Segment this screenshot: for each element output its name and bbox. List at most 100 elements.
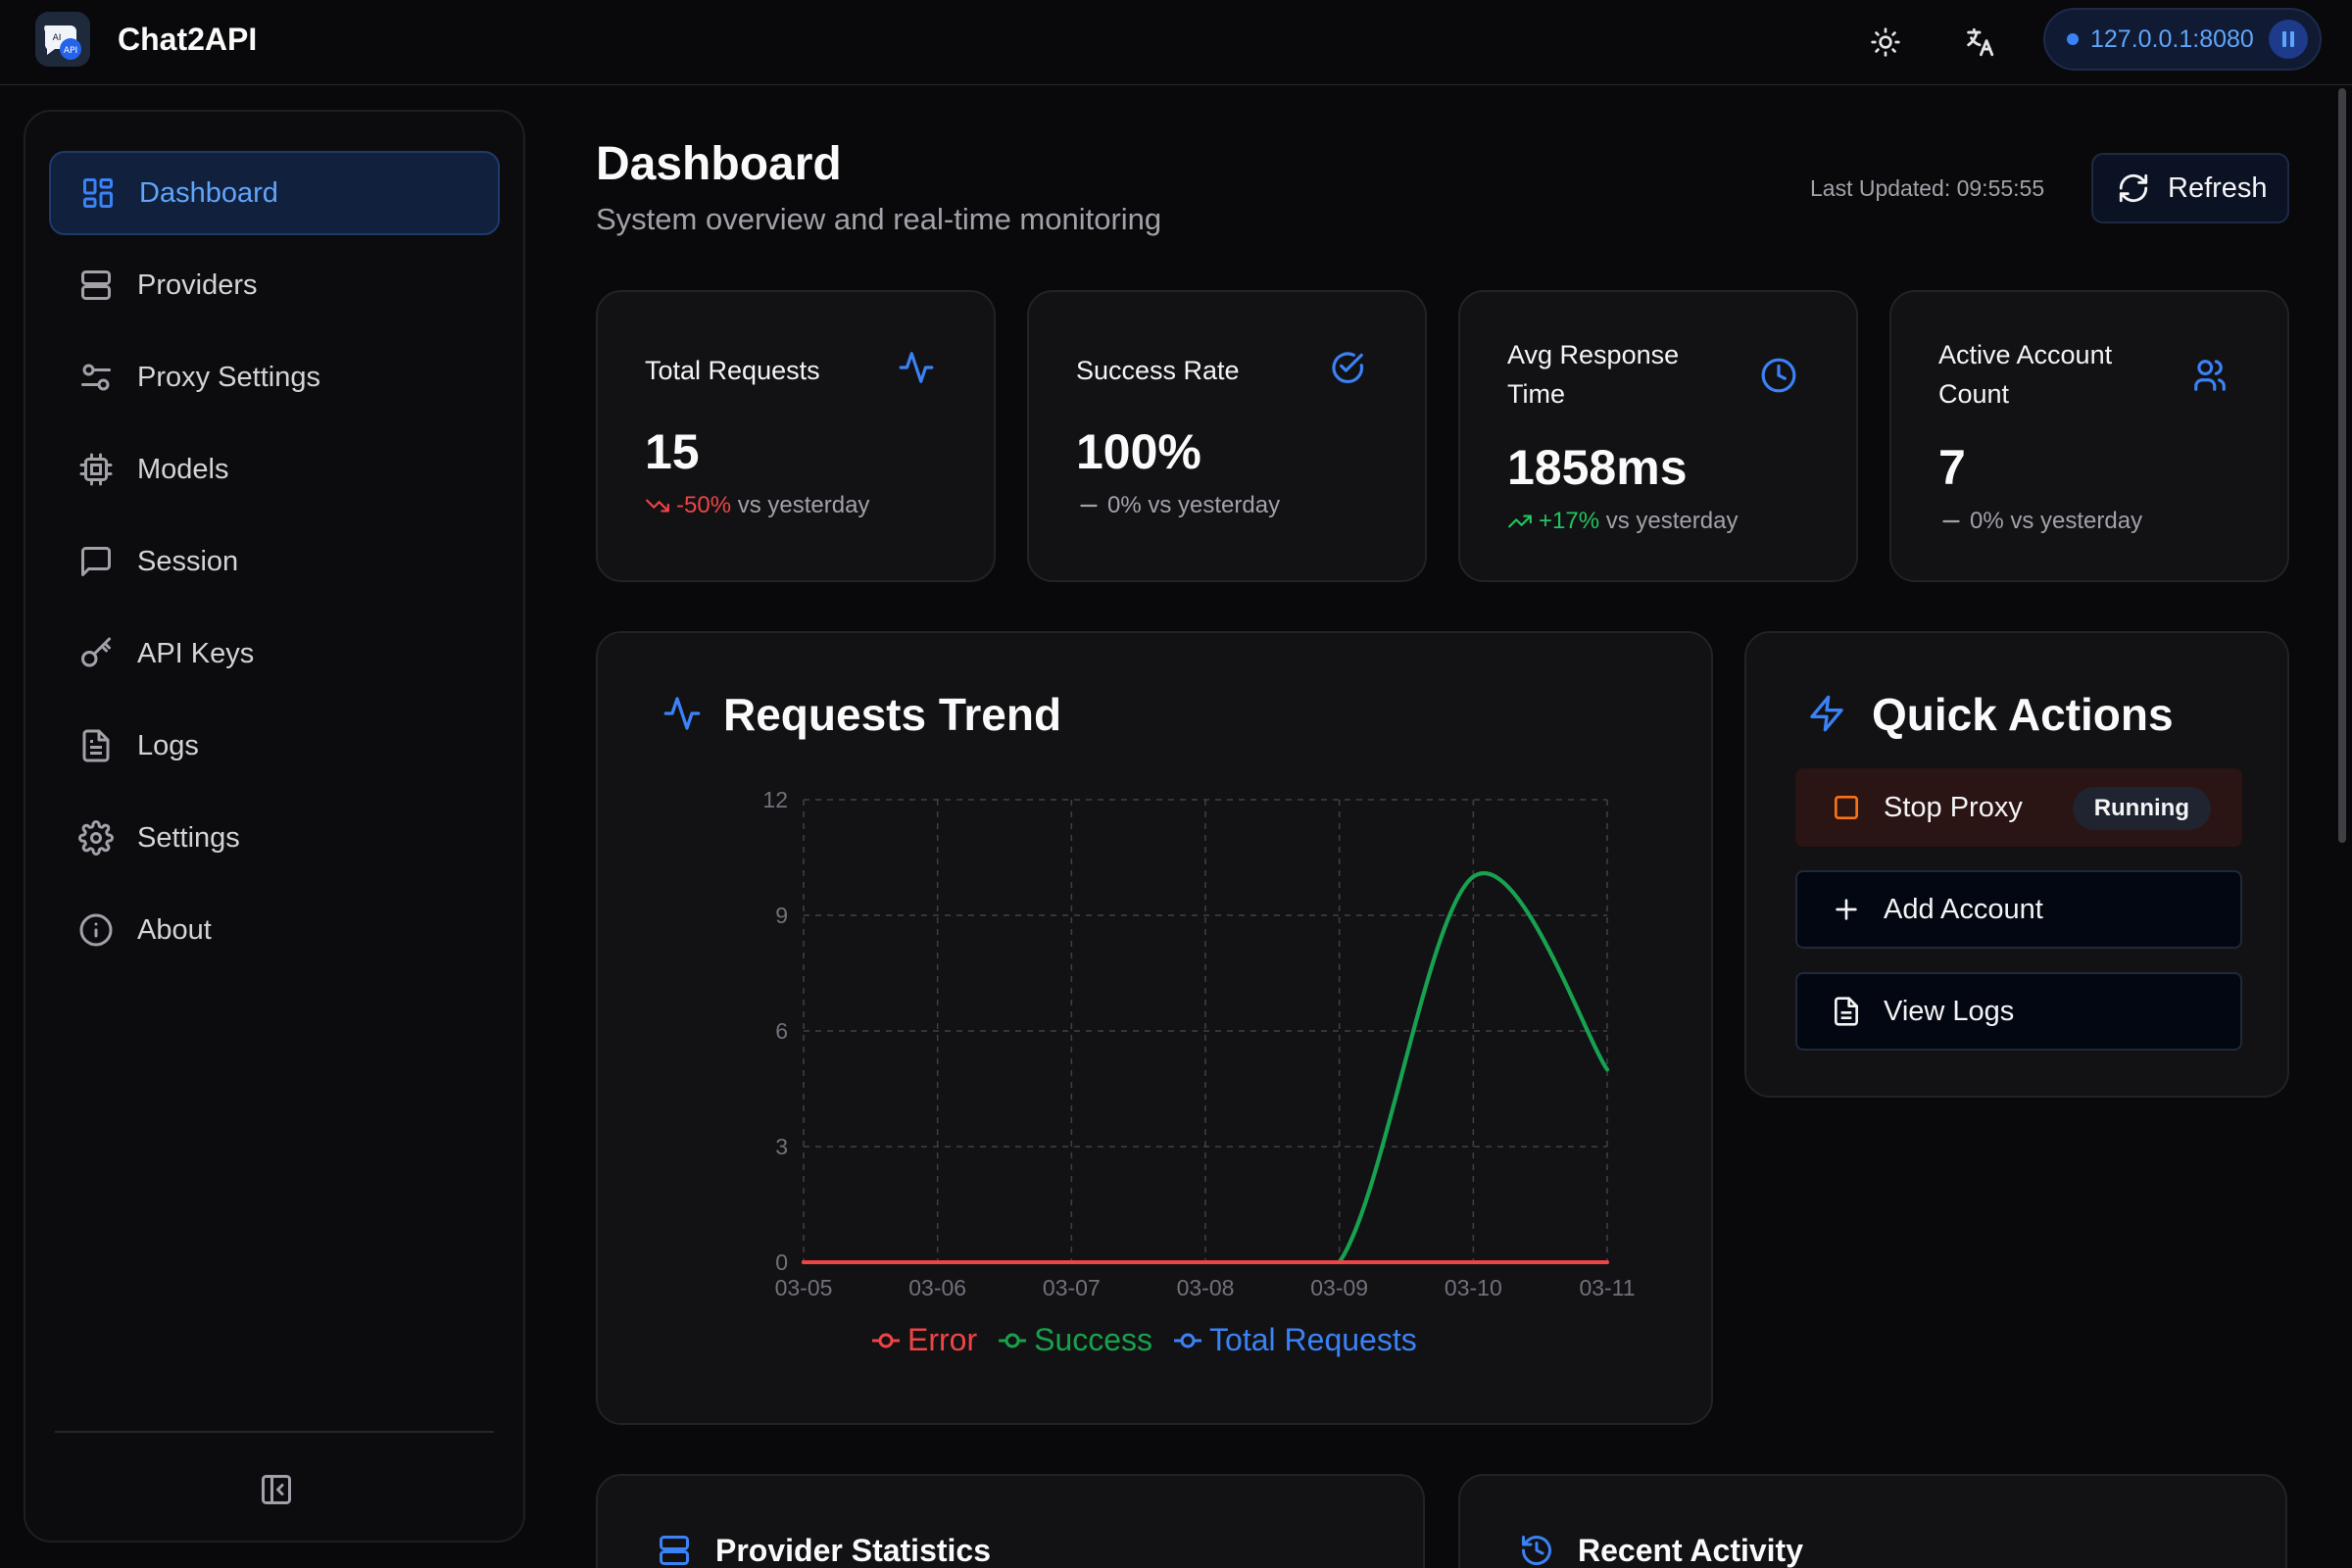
add-account-button[interactable]: Add Account [1795,870,2242,949]
pause-icon [2282,31,2286,47]
clock-icon [1761,358,1796,393]
chart-title: Requests Trend [723,689,1062,740]
sidebar: Dashboard Providers Proxy Settings Model… [24,110,525,1543]
legend-marker-total-requests [1180,1333,1196,1348]
key-icon [76,634,116,673]
trend-value: 0% [1107,492,1142,518]
stat-card-total-requests: Total Requests 15 -50% vs yesterday [596,290,996,582]
sun-icon [1871,27,1900,57]
x-tick-label: 03-06 [908,1275,966,1300]
x-tick-label: 03-07 [1043,1275,1101,1300]
stat-trend: -50% vs yesterday [645,492,869,519]
server-address: 127.0.0.1:8080 [2090,24,2254,53]
stop-proxy-button[interactable]: Stop Proxy Running [1795,768,2242,847]
app-logo: API AI [35,12,90,67]
sidebar-item-label: Settings [137,821,240,854]
stat-trend: +17% vs yesterday [1507,508,1738,535]
trend-value: -50% [676,492,732,518]
trend-value: 0% [1970,508,2004,534]
activity-icon [899,352,934,383]
sidebar-item-dashboard[interactable]: Dashboard [49,151,500,235]
sliders-icon [76,358,116,397]
x-tick-label: 03-11 [1579,1275,1635,1300]
stop-proxy-label: Stop Proxy [1884,791,2023,823]
server-status-pill[interactable]: 127.0.0.1:8080 [2043,8,2322,71]
legend-label-error: Error [907,1322,977,1357]
svg-text:AI: AI [53,33,62,43]
sidebar-item-label: Models [137,453,229,485]
refresh-label: Refresh [2168,172,2268,204]
sidebar-item-providers[interactable]: Providers [49,243,500,327]
x-tick-label: 03-05 [775,1275,833,1300]
last-updated-text: Last Updated: 09:55:55 [1810,175,2045,201]
x-tick-label: 03-10 [1445,1275,1502,1300]
dashboard-icon [78,173,118,213]
stat-label: Success Rate [1076,356,1240,385]
sidebar-item-label: Providers [137,269,258,301]
page-subtitle: System overview and real-time monitoring [596,202,1162,236]
trend-suffix: vs yesterday [1148,492,1281,518]
scrollbar-thumb[interactable] [2338,88,2346,843]
add-account-label: Add Account [1884,893,2043,925]
requests-trend-chart: 0 3 6 9 12 03-05 03-06 03-07 03-08 03-09 03-10 03-1… [762,787,1635,1357]
history-icon [1522,1536,1551,1566]
stat-card-avg-response-time: Avg Response Time 1858ms +17% vs yesterd… [1458,290,1858,582]
sidebar-item-settings[interactable]: Settings [49,796,500,880]
stat-card-success-rate: Success Rate 100% 0% vs yesterday [1027,290,1427,582]
stat-label: Avg Response Time [1507,340,1680,409]
provider-statistics-title: Provider Statistics [715,1533,991,1568]
sidebar-item-label: Session [137,545,239,577]
sidebar-item-logs[interactable]: Logs [49,704,500,788]
users-icon [2194,360,2226,391]
x-tick-label: 03-09 [1310,1275,1368,1300]
trend-suffix: vs yesterday [1605,508,1739,534]
trending-up-icon [1508,514,1532,528]
collapse-sidebar-button[interactable] [253,1466,300,1513]
check-circle-icon [1332,352,1364,384]
legend-marker-success [1004,1333,1020,1348]
status-dot [2067,33,2079,45]
sidebar-divider [55,1431,494,1433]
svg-text:API: API [64,46,77,56]
trending-down-icon [646,499,669,513]
recent-activity-title: Recent Activity [1578,1533,1803,1568]
sidebar-item-label: About [137,913,212,946]
pause-server-button[interactable] [2269,20,2308,59]
gear-icon [76,818,116,858]
language-button[interactable] [1955,18,2004,67]
sidebar-item-label: API Keys [137,637,255,669]
y-tick-label: 6 [775,1018,788,1044]
sidebar-item-proxy-settings[interactable]: Proxy Settings [49,335,500,419]
theme-toggle-button[interactable] [1861,18,1910,67]
translate-icon [1967,27,1994,57]
refresh-button[interactable]: Refresh [2091,153,2289,223]
stat-label: Active Account Count [1938,340,2113,409]
lightning-icon [1810,695,1843,732]
info-icon [76,910,116,950]
sidebar-item-api-keys[interactable]: API Keys [49,612,500,696]
top-bar: API AI Chat2API 127.0.0.1:8080 [0,0,2352,85]
legend-label-success: Success [1034,1322,1152,1357]
sidebar-item-label: Dashboard [139,176,278,209]
quick-actions-title: Quick Actions [1872,689,2174,740]
panel-collapse-icon [262,1475,291,1504]
sidebar-item-models[interactable]: Models [49,427,500,512]
sidebar-item-session[interactable]: Session [49,519,500,604]
view-logs-button[interactable]: View Logs [1795,972,2242,1051]
trend-value: +17% [1539,508,1600,534]
stat-value: 1858ms [1507,440,1688,495]
refresh-icon [2119,173,2148,203]
minus-icon [1942,519,1960,523]
sidebar-item-about[interactable]: About [49,888,500,972]
activity-icon [663,697,701,730]
trend-suffix: vs yesterday [737,492,870,518]
server-icon [76,266,116,305]
legend-label-total-requests: Total Requests [1209,1322,1417,1357]
view-logs-label: View Logs [1884,995,2015,1027]
recent-activity-card: Recent Activity [1458,1474,2287,1568]
y-tick-label: 12 [762,787,788,812]
stat-card-active-accounts: Active Account Count 7 0% vs yesterday [1889,290,2289,582]
provider-statistics-card: Provider Statistics [596,1474,1425,1568]
cpu-icon [76,450,116,489]
stat-label: Total Requests [645,356,820,385]
